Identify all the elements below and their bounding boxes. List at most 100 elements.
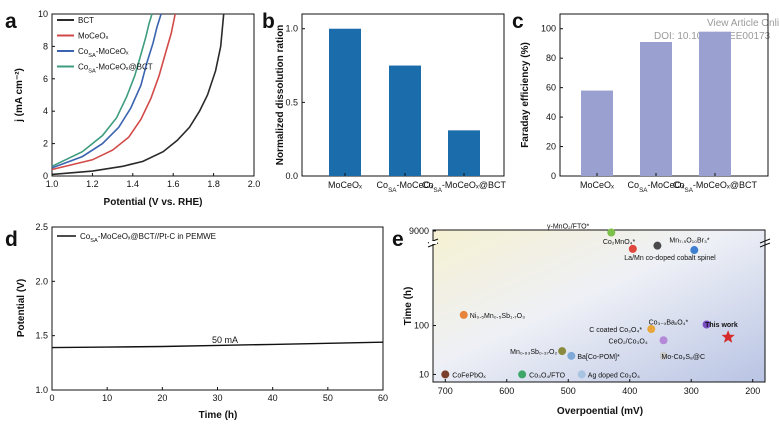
panel-letter-b: b (262, 10, 275, 33)
panel-e-xtick-label: 200 (745, 386, 760, 396)
panel-d-xtick-label: 10 (102, 393, 112, 403)
panel-e-point (702, 320, 711, 329)
panel-e-point-label: Co₂MnO₄* (603, 239, 636, 246)
panel-e-point-label: Mn₀.₆₃Sb₀.₃₇O₂ (510, 349, 557, 356)
panel-e-xtick-label: 300 (684, 386, 699, 396)
panel-d-current-annotation: 50 mA (212, 335, 238, 345)
panel-d-xtick-label: 30 (212, 393, 222, 403)
panel-e-xtick-label: 700 (438, 386, 453, 396)
panel-e-point-label: C coated Co₃O₄* (589, 327, 642, 334)
panel-d-xtick-label: 50 (323, 393, 333, 403)
panel-letter-a: a (5, 10, 17, 33)
panel-d-legend: CoSA-MoCeOₓ@BCT//Pt-C in PEMWE (57, 232, 216, 244)
panel-e-xtick-label: 400 (622, 386, 637, 396)
panel-a-xtick-label: 1.6 (167, 179, 180, 189)
panel-e-point (518, 370, 527, 379)
panel-e-point-label: Ni₀.₅Mn₀.₅Sb₁.₇O₃ (470, 313, 525, 320)
panel-a-legend-label: BCT (78, 16, 94, 25)
panel-d-xtick-label: 60 (378, 393, 388, 403)
panel-d-ytick-label: 1.0 (35, 385, 48, 395)
panel-e-ytick-label: 10 (419, 369, 429, 379)
panel-e-point (659, 351, 668, 360)
panel-e-point (659, 336, 668, 345)
panel-a-xlabel: Potential (V vs. RHE) (104, 197, 203, 208)
panel-b-ylabel: Normalized dissolution ration (275, 25, 286, 166)
panel-e-point-label: This work (705, 322, 738, 329)
panel-letter-d: d (5, 228, 18, 251)
panel-a-legend: BCT MoCeOₓ CoSA-MoCeOₓ CoSA-MoCeOₓ@BCT (57, 16, 153, 75)
panel-d-ylabel: Potential (V) (16, 279, 27, 337)
panel-e-point (459, 310, 468, 319)
panel-d-series-line (51, 341, 384, 349)
panel-b-ytick-label: 1.0 (285, 24, 298, 34)
panel-letter-e: e (392, 228, 404, 251)
panel-e-axis-break-left (427, 238, 439, 248)
panel-c-bars (581, 31, 731, 177)
panel-e-point-label: Mn₇.₅O₁₀Br₃* (669, 238, 709, 245)
panel-e-xlabel: Overpoential (mV) (557, 406, 643, 417)
watermark-view-online[interactable]: View Article Online (707, 18, 779, 29)
panel-d-ytick-label: 2.0 (35, 276, 48, 286)
panel-d-frame (51, 226, 384, 391)
panel-e-ticks: 700 600 500 400 300 200 10 100 9000 (409, 226, 760, 396)
panel-a-lsv-chart: 1.0 1.2 1.4 1.6 1.8 2.0 0 2 4 6 8 10 BCT MoCeOₓ CoSA-… (14, 9, 260, 208)
panel-c-ytick-label: 60 (546, 83, 556, 93)
panel-e-xtick-label: 600 (499, 386, 514, 396)
panel-b-category-label: MoCeOₓ (328, 180, 362, 190)
panel-c-ytick-label: 80 (546, 53, 556, 63)
panel-d-xtick-label: 20 (157, 393, 167, 403)
panel-e-point-label: Mo-Co₉S₈@C (662, 354, 706, 361)
panel-a-legend-label: CoSA-MoCeOₓ@BCT (78, 63, 153, 75)
panel-e-point (628, 244, 637, 253)
panel-a-ytick-label: 2 (43, 139, 48, 149)
panel-e-point (690, 246, 699, 255)
panel-e-point (607, 228, 616, 237)
panel-b-category-label: CoSA-MoCeOₓ@BCT (422, 180, 507, 194)
panel-e-point-label: CeO₂/Co₃O₄ (609, 338, 648, 345)
panel-c-ytick-label: 40 (546, 112, 556, 122)
panel-d-ytick-label: 1.5 (35, 331, 48, 341)
panel-a-xtick-label: 1.2 (86, 179, 99, 189)
panel-d-ticks: 0 10 20 30 40 50 60 1.0 1.5 2.0 2.5 (35, 222, 388, 403)
panel-e-point-label: La/Mn co-doped cobalt spinel (624, 255, 716, 262)
panel-b-ytick-label: 0.5 (285, 97, 298, 107)
panel-letter-c: c (512, 10, 524, 33)
panel-c-ytick-label: 100 (541, 24, 556, 34)
panel-e-plot-background (432, 229, 766, 383)
panel-e-point (567, 351, 576, 360)
panel-c-bar (581, 90, 613, 176)
panel-a-ytick-label: 0 (43, 171, 48, 181)
panel-b-bar (329, 28, 361, 177)
panel-a-xtick-label: 2.0 (248, 179, 261, 189)
panel-a-ytick-label: 4 (43, 106, 48, 116)
panel-d-series-group (51, 341, 384, 349)
panel-e-point-label: Co₃O₄/FTO (529, 372, 565, 379)
panel-a-frame (51, 13, 255, 177)
panel-a-legend-label: MoCeOₓ (78, 32, 109, 41)
panel-e-point-label: Ba[Co-POM]* (577, 354, 620, 361)
panel-a-ytick-label: 8 (43, 41, 48, 51)
panel-a-series-line (51, 13, 176, 171)
panel-a-ticks: 1.0 1.2 1.4 1.6 1.8 2.0 0 2 4 6 8 10 (38, 9, 260, 189)
panel-a-ylabel: j (mA cm⁻²) (14, 68, 25, 123)
panel-e-point (647, 324, 656, 333)
panel-e-point-label: γ-MnO₂/FTO* (547, 224, 590, 231)
panel-e-point (577, 370, 586, 379)
panel-e-point-label: Co₃₋ₓBaₓO₄* (649, 320, 689, 327)
panel-e-point-label: CoFePbOₓ (452, 372, 486, 379)
panel-a-legend-label: CoSA-MoCeOₓ (78, 47, 129, 59)
panel-e-point (441, 370, 450, 379)
panel-a-series-group (51, 13, 225, 176)
panel-d-xtick-label: 0 (49, 393, 54, 403)
panel-e-xtick-label: 500 (561, 386, 576, 396)
panel-e-axis-break-right (759, 238, 771, 248)
panel-a-series-line (51, 13, 153, 168)
panel-a-series-line (51, 13, 225, 176)
panel-d-legend-label: CoSA-MoCeOₓ@BCT//Pt-C in PEMWE (80, 232, 216, 244)
panel-d-ytick-label: 2.5 (35, 222, 48, 232)
panel-c-category-label: MoCeOₓ (580, 180, 614, 190)
panel-b-bar (389, 65, 421, 176)
